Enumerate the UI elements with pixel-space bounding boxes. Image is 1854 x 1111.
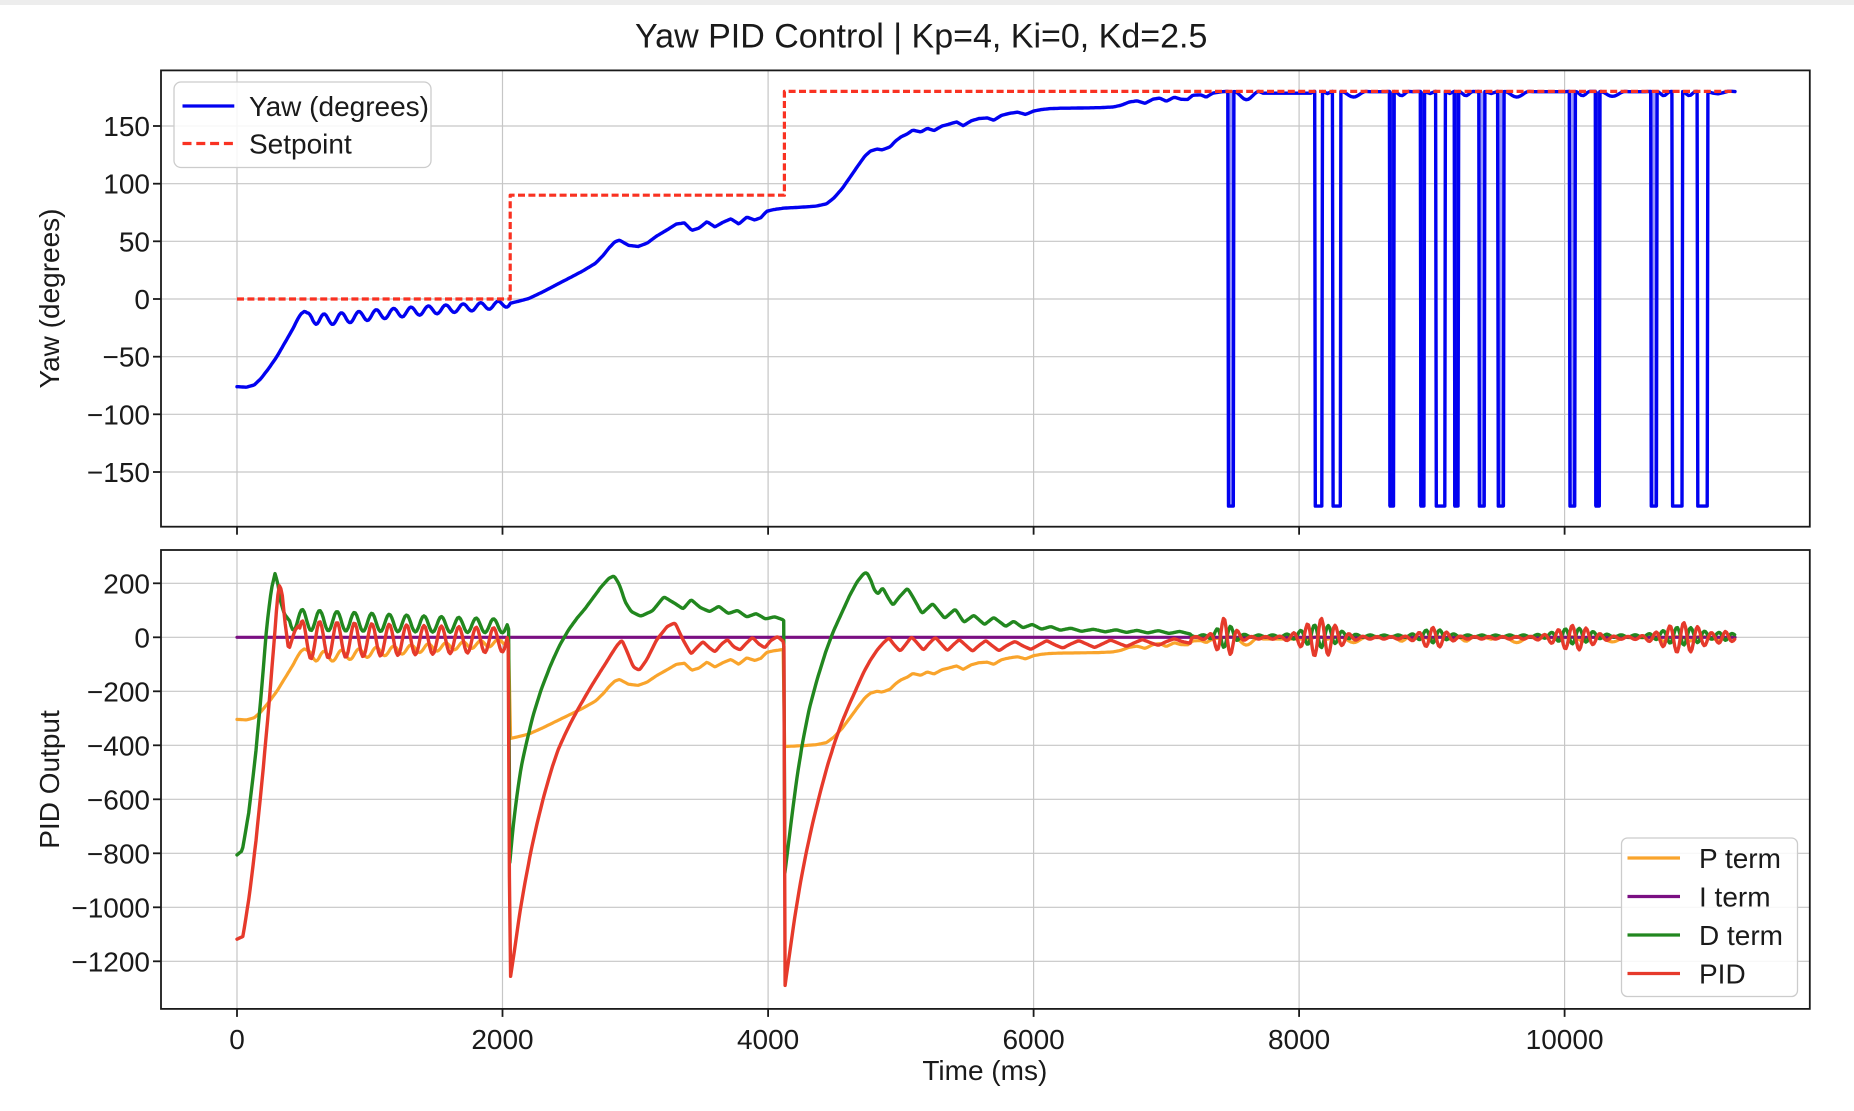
svg-text:−50: −50 [103,342,151,373]
svg-text:−800: −800 [87,838,150,869]
svg-text:150: 150 [103,111,150,142]
svg-text:−1200: −1200 [71,946,150,977]
svg-text:0: 0 [134,284,150,315]
svg-text:0: 0 [229,1024,245,1055]
svg-text:−200: −200 [87,676,150,707]
svg-text:0: 0 [134,622,150,653]
svg-text:PID Output: PID Output [34,710,65,849]
svg-text:I term: I term [1699,882,1771,913]
svg-text:−400: −400 [87,730,150,761]
svg-text:4000: 4000 [737,1024,799,1055]
svg-text:P term: P term [1699,843,1781,874]
svg-text:2000: 2000 [471,1024,533,1055]
svg-text:Yaw PID Control | Kp=4, Ki=0,: Yaw PID Control | Kp=4, Ki=0, Kd=2.5 [635,18,1207,56]
svg-text:100: 100 [103,169,150,200]
svg-text:D term: D term [1699,920,1783,951]
svg-text:200: 200 [103,568,150,599]
svg-text:Yaw (degrees): Yaw (degrees) [249,91,429,122]
svg-text:−600: −600 [87,784,150,815]
svg-text:PID: PID [1699,959,1746,990]
svg-text:6000: 6000 [1002,1024,1064,1055]
svg-text:−100: −100 [87,399,150,430]
svg-text:8000: 8000 [1268,1024,1330,1055]
svg-text:Yaw (degrees): Yaw (degrees) [34,208,65,388]
svg-text:Setpoint: Setpoint [249,129,352,160]
svg-text:−150: −150 [87,457,150,488]
svg-text:−1000: −1000 [71,892,150,923]
svg-text:50: 50 [119,226,150,257]
svg-text:10000: 10000 [1526,1024,1604,1055]
svg-text:Time (ms): Time (ms) [922,1055,1047,1086]
